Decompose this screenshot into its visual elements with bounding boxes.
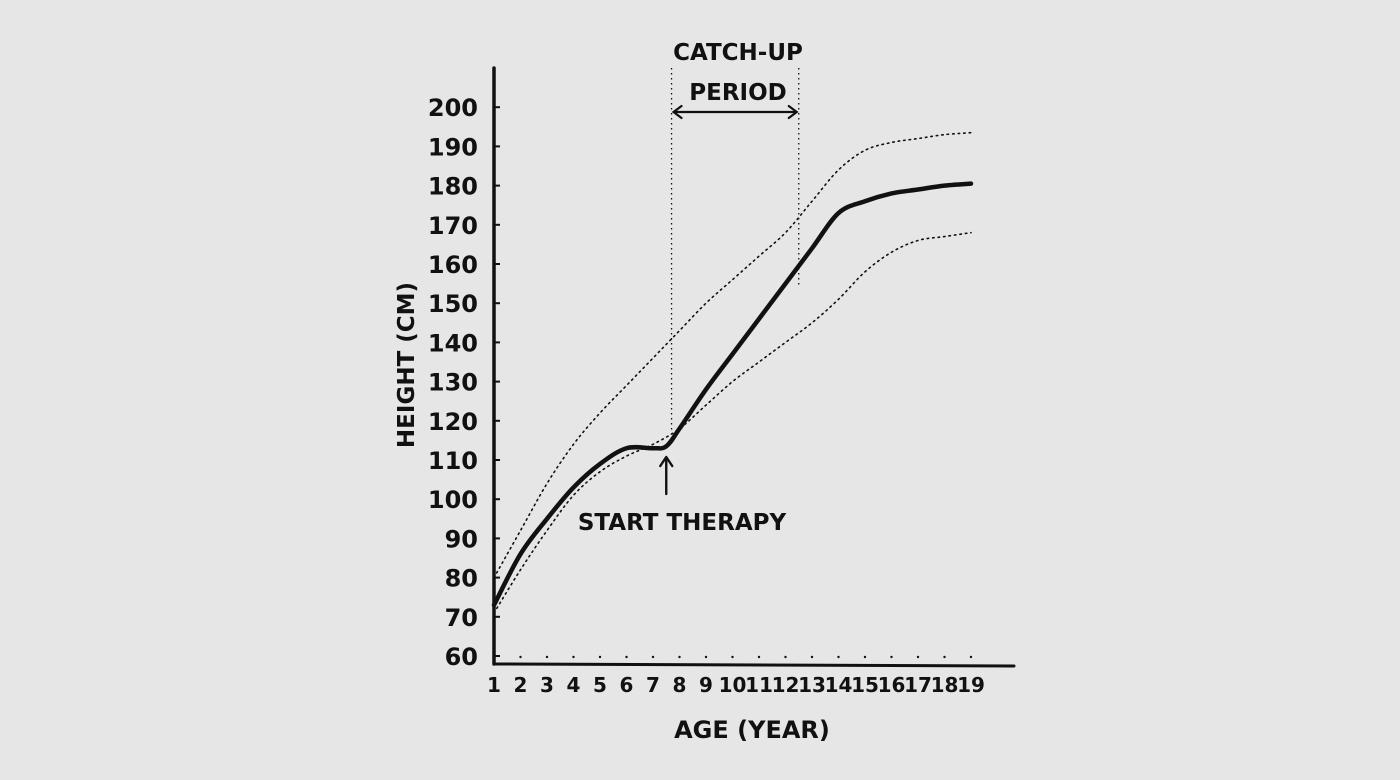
x-tick	[651, 655, 655, 659]
x-tick	[916, 655, 920, 659]
start-therapy-label: START THERAPY	[578, 510, 787, 536]
x-tick-label: 4	[567, 673, 581, 697]
x-tick-label: 2	[514, 673, 528, 697]
axes	[492, 66, 1016, 668]
x-tick-label: 1	[487, 673, 501, 697]
x-tick-label: 5	[593, 673, 607, 697]
y-tick-label: 120	[428, 408, 478, 436]
x-tick	[519, 655, 522, 659]
y-tick-label: 90	[445, 525, 478, 553]
x-tick-label: 13	[798, 673, 826, 697]
x-tick-label: 18	[931, 673, 959, 697]
patient-height-line	[491, 181, 974, 608]
lower-percentile-line	[493, 231, 972, 614]
x-tick	[545, 655, 549, 659]
y-tick-label: 80	[445, 565, 478, 593]
y-tick-label: 140	[428, 329, 478, 357]
x-tick-label: 19	[957, 673, 985, 697]
x-tick-label: 10	[719, 673, 747, 697]
x-tick	[890, 655, 893, 659]
y-tick-label: 60	[445, 643, 478, 671]
x-axis-label: AGE (YEAR)	[674, 716, 830, 744]
x-tick-label: 12	[772, 673, 800, 697]
x-tick-label: 14	[825, 673, 853, 697]
x-tick-label: 15	[851, 673, 879, 697]
x-tick	[492, 655, 496, 659]
x-tick	[678, 655, 681, 659]
x-tick-label: 11	[745, 673, 773, 697]
x-tick	[704, 655, 708, 659]
annotations	[659, 68, 800, 496]
x-tick-label: 7	[646, 673, 660, 697]
start-therapy-arrow-head	[659, 455, 674, 468]
x-tick	[863, 655, 867, 659]
x-tick	[757, 655, 761, 659]
y-tick-label: 170	[428, 212, 478, 240]
x-tick	[784, 655, 787, 659]
y-tick-label: 110	[428, 447, 478, 475]
y-axis-label: HEIGHT (CM)	[394, 282, 420, 448]
x-tick-label: 17	[904, 673, 932, 697]
x-tick	[731, 655, 734, 659]
upper-percentile-line	[493, 131, 972, 579]
y-tick-label: 190	[428, 133, 478, 161]
x-tick	[969, 655, 973, 659]
y-tick-label: 100	[428, 486, 478, 514]
series-lines	[491, 131, 974, 614]
x-axis-line	[492, 662, 1016, 668]
x-tick	[598, 655, 602, 659]
y-tick-label: 200	[428, 94, 478, 122]
y-tick-label: 70	[445, 604, 478, 632]
x-tick-label: 3	[540, 673, 554, 697]
x-tick	[572, 655, 575, 659]
y-tick-label: 180	[428, 173, 478, 201]
catch-up-label-line1: CATCH-UP	[673, 40, 803, 66]
catch-up-label-line2: PERIOD	[689, 80, 786, 106]
x-tick	[943, 655, 946, 659]
x-tick-label: 8	[673, 673, 687, 697]
x-tick-label: 6	[620, 673, 634, 697]
y-tick-label: 130	[428, 369, 478, 397]
x-tick	[837, 655, 840, 659]
y-tick-label: 150	[428, 290, 478, 318]
y-axis-ticks: 60 70 80 90 100 110 120 130 140 150 160 170 180 190 20…	[428, 94, 500, 671]
y-tick-label: 160	[428, 251, 478, 279]
x-tick	[625, 655, 628, 659]
x-tick-label: 9	[699, 673, 713, 697]
x-tick-label: 16	[878, 673, 906, 697]
catch-up-arrow-left-head	[671, 104, 683, 120]
x-tick	[810, 655, 814, 659]
catch-up-arrow-right-head	[787, 104, 799, 120]
